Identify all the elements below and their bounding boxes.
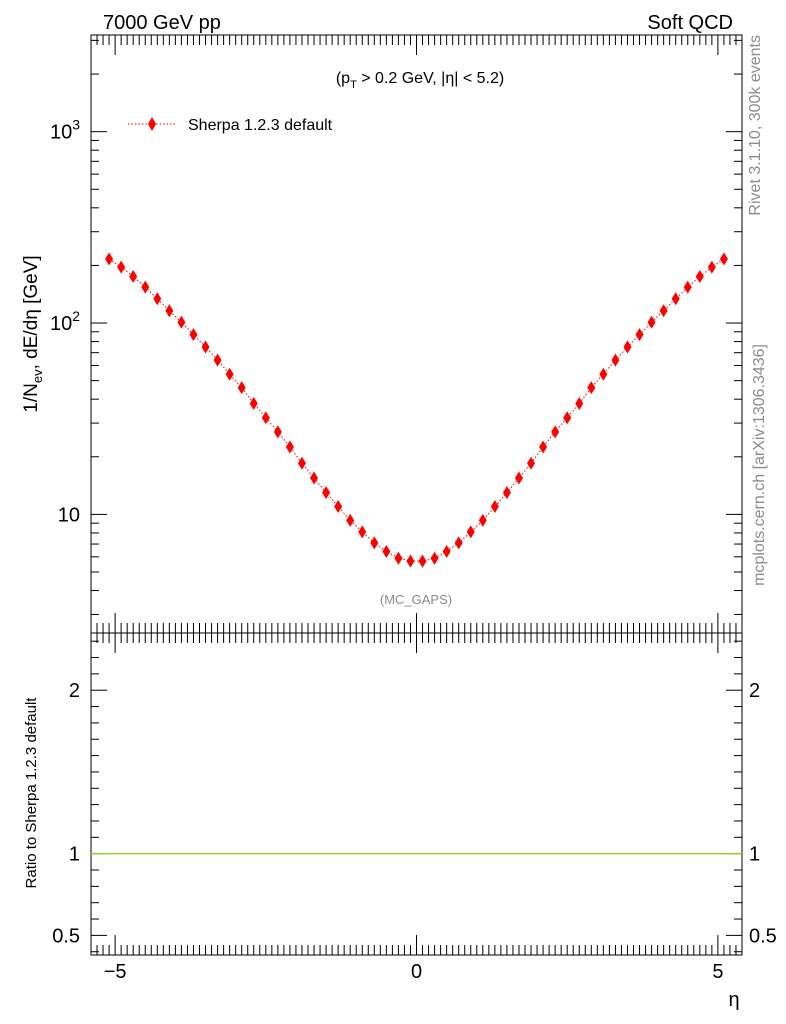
data-point <box>466 525 475 539</box>
data-point <box>635 328 644 342</box>
ratio-plot-frame <box>90 632 743 956</box>
data-point <box>322 486 331 500</box>
data-point <box>563 411 572 425</box>
x-tick-label: −5 <box>104 961 127 983</box>
data-point <box>141 280 150 294</box>
data-point <box>587 381 596 395</box>
x-axis-label: η <box>728 989 739 1011</box>
header-left-label: 7000 GeV pp <box>103 12 221 34</box>
data-point <box>695 270 704 284</box>
rivet-version-label: Rivet 3.1.10, 300k events <box>747 35 764 216</box>
ratio-y-axis-label: Ratio to Sherpa 1.2.3 default <box>23 697 40 889</box>
data-point <box>273 425 282 439</box>
data-point <box>249 396 258 410</box>
data-point <box>201 340 210 354</box>
data-point <box>527 456 536 470</box>
data-point <box>514 471 523 485</box>
data-point <box>105 252 114 266</box>
ratio-axis-ticks <box>90 633 743 955</box>
data-point <box>382 544 391 558</box>
main-axis-ticks <box>90 35 743 633</box>
series-line <box>108 258 725 562</box>
data-point <box>237 381 246 395</box>
main-series <box>105 252 728 568</box>
data-point <box>418 554 427 568</box>
legend: Sherpa 1.2.3 default <box>128 117 333 134</box>
data-point <box>346 513 355 527</box>
y-tick-label: 102 <box>50 308 80 335</box>
data-point <box>478 513 487 527</box>
ratio-panel: 0.5 0.5 1 1 2 2 −5 0 5 Ratio to Sherpa 1.2.3 def… <box>23 632 777 1011</box>
cut-annotation: (pT > 0.2 GeV, |η| < 5.2) <box>336 70 504 91</box>
data-point <box>490 499 499 513</box>
data-point <box>539 440 548 454</box>
data-point <box>297 456 306 470</box>
data-point <box>129 270 138 284</box>
data-point <box>189 328 198 342</box>
data-point <box>659 304 668 318</box>
mcplots-reference-label: mcplots.cern.ch [arXiv:1306.3436] <box>751 344 768 586</box>
data-point <box>623 340 632 354</box>
data-point <box>454 536 463 550</box>
main-y-axis-label: 1/Nev, dE/dη [GeV] <box>21 255 45 412</box>
legend-marker <box>148 117 156 131</box>
x-tick-label: 5 <box>712 961 723 983</box>
data-point <box>213 353 222 367</box>
data-point <box>261 411 270 425</box>
data-point <box>683 280 692 294</box>
data-point <box>442 544 451 558</box>
data-point <box>358 525 367 539</box>
y-tick-label: 10 <box>58 504 80 526</box>
data-point <box>406 554 415 568</box>
ratio-tick-labels: 0.5 0.5 1 1 2 2 −5 0 5 <box>52 680 777 983</box>
data-point <box>430 551 439 565</box>
header-right-label: Soft QCD <box>647 12 733 34</box>
ratio-y-tick-label-right: 0.5 <box>749 925 777 947</box>
data-point <box>551 425 560 439</box>
y-tick-label: 103 <box>50 117 80 144</box>
main-y-tick-labels: 10 102 103 <box>50 117 80 527</box>
data-point <box>599 367 608 381</box>
data-point <box>575 396 584 410</box>
main-panel: 10 102 103 1/Nev, dE/dη [GeV] (pT > 0.2 Ge… <box>21 34 743 634</box>
data-point <box>334 499 343 513</box>
data-point <box>394 551 403 565</box>
data-point <box>285 440 294 454</box>
legend-entry: Sherpa 1.2.3 default <box>188 117 333 134</box>
data-point <box>165 304 174 318</box>
data-point <box>671 292 680 306</box>
data-point <box>707 260 716 274</box>
analysis-label: (MC_GAPS) <box>380 592 452 607</box>
data-point <box>153 292 162 306</box>
data-point <box>117 260 126 274</box>
data-point <box>502 486 511 500</box>
data-point <box>177 315 186 329</box>
ratio-y-tick-label-left: 1 <box>69 844 80 866</box>
data-point <box>370 536 379 550</box>
data-point <box>611 353 620 367</box>
ratio-y-tick-label-left: 0.5 <box>52 925 80 947</box>
ratio-y-tick-label-left: 2 <box>69 680 80 702</box>
ratio-y-tick-label-right: 2 <box>749 680 760 702</box>
data-point <box>310 471 319 485</box>
x-tick-label: 0 <box>411 961 422 983</box>
ratio-y-tick-label-right: 1 <box>749 844 760 866</box>
data-point <box>719 252 728 266</box>
data-point <box>225 367 234 381</box>
data-point <box>647 315 656 329</box>
